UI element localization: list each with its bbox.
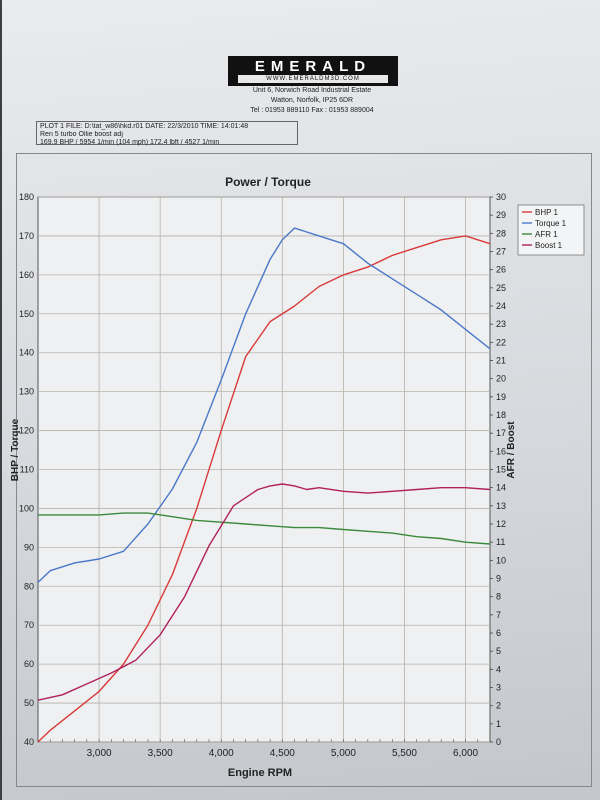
- series-layer: [37, 227, 491, 743]
- x-tick-label: 4,000: [209, 748, 234, 759]
- plot-info-box: PLOT 1 FILE: D:\tat_w86\hkd.r01 DATE: 22…: [36, 121, 298, 146]
- x-tick-label: 4,500: [270, 748, 295, 759]
- y-right-tick-label: 8: [496, 592, 501, 602]
- y-right-tick-label: 16: [496, 446, 506, 456]
- logo-word: EMERALD: [254, 58, 372, 75]
- x-tick-label: 5,000: [331, 748, 356, 759]
- y-right-tick-label: 13: [496, 501, 506, 511]
- chart-title: Power / Torque: [225, 175, 311, 189]
- y-right-tick-label: 2: [496, 701, 501, 711]
- x-tick-label: 3,500: [148, 748, 173, 759]
- x-tick-label: 3,000: [87, 748, 112, 759]
- plot-frame: [16, 153, 592, 787]
- y-left-tick-label: 40: [24, 737, 34, 747]
- x-tick-label: 5,500: [392, 748, 417, 759]
- y-left-tick-label: 130: [19, 387, 34, 397]
- y-right-tick-label: 25: [496, 283, 506, 293]
- y-right-tick-label: 22: [496, 337, 506, 347]
- series-line-afr-1: [38, 512, 491, 545]
- y-left-tick-label: 90: [24, 542, 34, 552]
- address-line-2: Watton, Norfolk, IP25 6DR: [270, 97, 354, 104]
- series-line-bhp-1: [37, 235, 491, 743]
- y-right-tick-label: 12: [496, 519, 506, 529]
- y-right-tick-label: 20: [496, 374, 506, 384]
- y-right-tick-label: 19: [496, 392, 506, 402]
- info-line-1: PLOT 1 FILE: D:\tat_w86\hkd.r01 DATE: 22…: [40, 123, 249, 130]
- info-line-2: Ren 5 turbo Ollie boost adj: [40, 131, 123, 138]
- y-left-tick-label: 160: [19, 270, 34, 280]
- y-left-tick-label: 70: [24, 620, 34, 630]
- y-right-tick-label: 18: [496, 410, 506, 420]
- y-right-tick-label: 11: [496, 537, 505, 547]
- y-right-tick-label: 9: [496, 574, 501, 584]
- legend-entry: Torque 1: [535, 219, 567, 228]
- y-right-tick-label: 26: [496, 265, 506, 275]
- y-right-tick-label: 3: [496, 683, 501, 693]
- axes: 4050607080901001101201301401501601701800…: [19, 192, 506, 759]
- phone-line: Tel : 01953 889110 Fax : 01953 889004: [250, 107, 374, 114]
- y-left-tick-label: 110: [20, 465, 34, 475]
- y-right-tick-label: 30: [496, 192, 506, 202]
- y-left-tick-label: 120: [19, 426, 34, 436]
- y-right-tick-label: 7: [496, 610, 501, 620]
- y-right-tick-label: 24: [496, 301, 506, 311]
- x-tick-label: 6,000: [453, 748, 478, 759]
- y-right-tick-label: 15: [496, 465, 506, 475]
- y-left-tick-label: 150: [19, 309, 34, 319]
- y-left-tick-label: 60: [24, 659, 34, 669]
- legend-entry: Boost 1: [535, 241, 563, 250]
- y-left-tick-label: 140: [19, 348, 34, 358]
- y-right-tick-label: 29: [496, 210, 506, 220]
- info-line-3: 169.9 BHP / 5954 1/min (104 mph) 172.4 l…: [40, 139, 220, 146]
- legend-box: [517, 204, 585, 256]
- y-right-tick-label: 0: [496, 737, 501, 747]
- y-right-tick-label: 1: [496, 719, 501, 729]
- address-line-1: Unit 6, Norwich Road Industrial Estate: [252, 87, 372, 94]
- y-left-tick-label: 170: [19, 231, 34, 241]
- emerald-logo: EMERALD WWW.EMERALDM3D.COM: [228, 56, 398, 86]
- y-right-tick-label: 27: [496, 247, 506, 257]
- y-right-tick-label: 4: [496, 664, 501, 674]
- legend-entry: BHP 1: [535, 208, 559, 217]
- series-line-torque-1: [37, 227, 491, 583]
- y-right-tick-label: 17: [496, 428, 506, 438]
- y-right-tick-label: 5: [496, 646, 501, 656]
- grid: [37, 196, 491, 743]
- legend-entry: AFR 1: [535, 230, 558, 239]
- y-left-tick-label: 180: [19, 192, 34, 202]
- y-axis-right-label: AFR / Boost: [506, 421, 517, 479]
- logo-url: WWW.EMERALDM3D.COM: [238, 75, 388, 83]
- y-left-tick-label: 50: [24, 698, 34, 708]
- y-right-tick-label: 6: [496, 628, 501, 638]
- y-right-tick-label: 28: [496, 228, 506, 238]
- x-axis-label: Engine RPM: [228, 767, 292, 779]
- y-right-tick-label: 14: [496, 483, 506, 493]
- series-line-boost-1: [37, 483, 491, 701]
- legend: BHP 1 Torque 1 AFR 1 Boost 1: [517, 204, 585, 256]
- y-axis-left-label: BHP / Torque: [10, 418, 21, 481]
- y-left-tick-label: 100: [19, 503, 34, 513]
- y-right-tick-label: 23: [496, 319, 506, 329]
- y-left-tick-label: 80: [24, 581, 34, 591]
- y-right-tick-label: 21: [496, 356, 506, 366]
- y-right-tick-label: 10: [496, 555, 506, 565]
